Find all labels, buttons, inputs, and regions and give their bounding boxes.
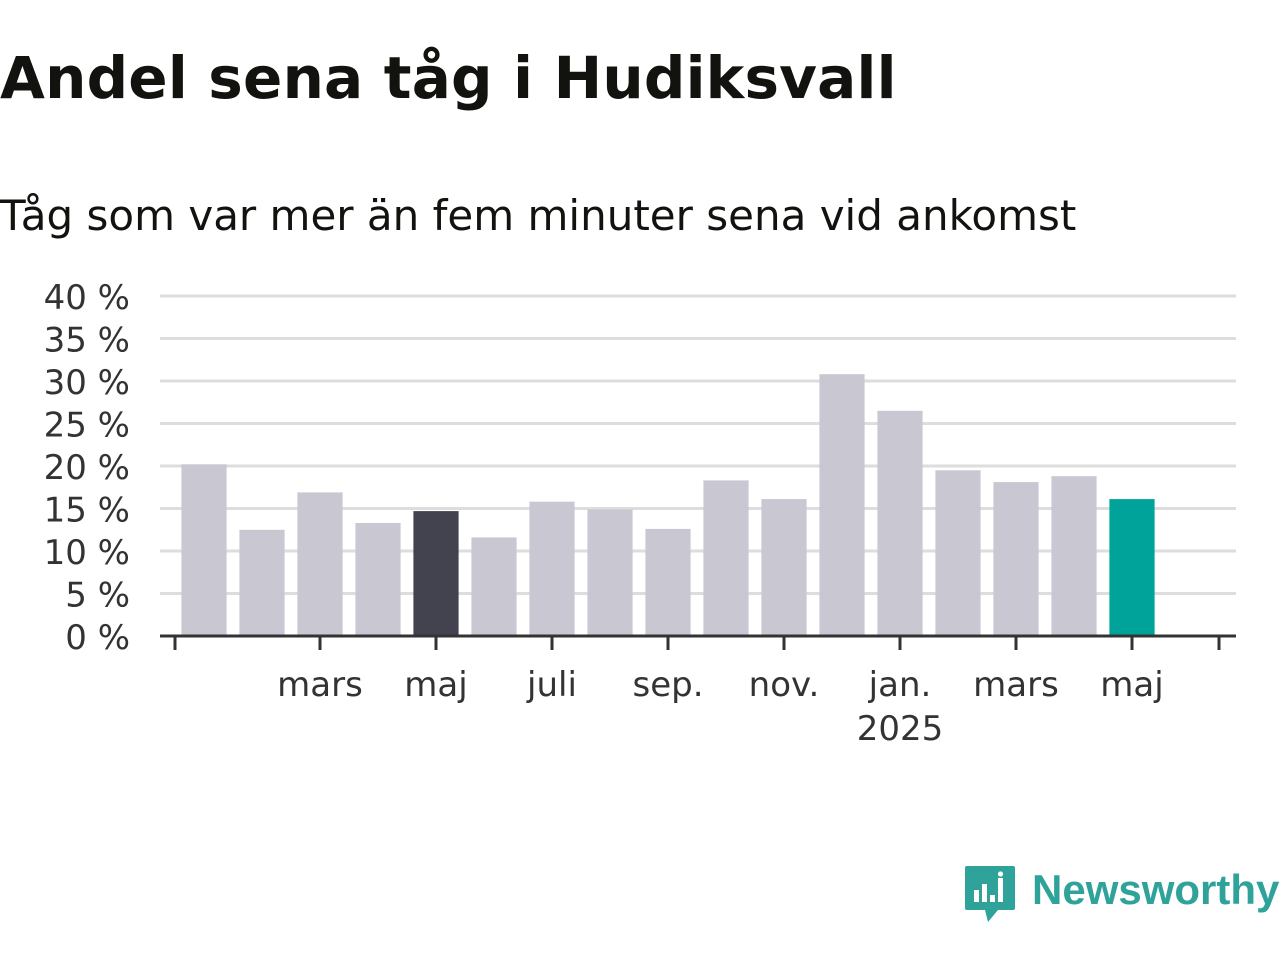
x-tick-label: jan.: [868, 665, 932, 705]
bar-2024-07: [529, 501, 575, 636]
x-tick-label: maj: [1100, 665, 1163, 705]
x-axis: [160, 634, 1236, 650]
brand-logo: Newsworthy: [964, 864, 1279, 928]
bar-chart: 0 %5 %10 %15 %20 %25 %30 %35 %40 % mars m…: [44, 278, 1236, 749]
bar-2024-03: [297, 492, 343, 636]
y-tick-label: 0 %: [65, 618, 130, 658]
bar-2024-06: [471, 537, 517, 636]
bar-2025-05: [1109, 499, 1155, 636]
x-tick-year-label: 2025: [857, 709, 944, 749]
bars: [181, 374, 1155, 637]
bar-2025-04: [1051, 476, 1097, 636]
bar-2024-10: [703, 480, 749, 636]
x-tick-label: nov.: [749, 665, 820, 705]
x-tick-label: juli: [526, 665, 577, 705]
chart-title: Andel sena tåg i Hudiksvall: [0, 44, 897, 112]
chart-subtitle: Tåg som var mer än fem minuter sena vid …: [0, 191, 1077, 240]
gridlines: [160, 294, 1236, 595]
y-tick-label: 15 %: [44, 491, 130, 531]
bar-2024-12: [819, 374, 865, 636]
y-tick-label: 20 %: [44, 448, 130, 488]
x-tick-label: mars: [973, 665, 1059, 705]
x-tick-label: sep.: [632, 665, 703, 705]
bar-2024-01: [181, 464, 227, 636]
bar-2025-02: [935, 470, 981, 637]
x-axis-tick-labels: mars maj juli sep. nov. jan.2025 mars maj: [277, 665, 1164, 749]
y-tick-label: 5 %: [65, 576, 130, 616]
bar-2024-05: [413, 511, 459, 636]
bar-2024-08: [587, 509, 633, 636]
newsworthy-logo-icon: [965, 866, 1015, 922]
x-tick-label: maj: [404, 665, 467, 705]
bar-2024-02: [239, 529, 285, 637]
bar-2024-09: [645, 528, 691, 636]
bar-2025-03: [993, 482, 1039, 636]
bar-2025-01: [877, 410, 923, 637]
bar-2024-04: [355, 523, 401, 636]
bar-2024-11: [761, 499, 807, 636]
y-tick-label: 25 %: [44, 406, 130, 446]
y-tick-label: 10 %: [44, 533, 130, 573]
y-axis-tick-labels: 0 %5 %10 %15 %20 %25 %30 %35 %40 %: [44, 278, 130, 658]
y-tick-label: 40 %: [44, 278, 130, 318]
y-tick-label: 35 %: [44, 321, 130, 361]
x-tick-label: mars: [277, 665, 363, 705]
y-tick-label: 30 %: [44, 363, 130, 403]
brand-name: Newsworthy: [1032, 866, 1280, 913]
